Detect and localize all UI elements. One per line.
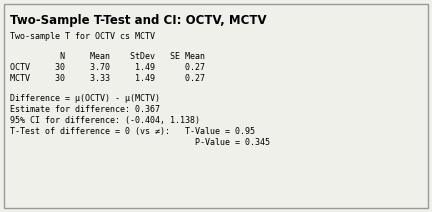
Text: N     Mean    StDev   SE Mean: N Mean StDev SE Mean	[10, 52, 205, 61]
Text: MCTV     30     3.33     1.49      0.27: MCTV 30 3.33 1.49 0.27	[10, 74, 205, 83]
Text: P-Value = 0.345: P-Value = 0.345	[10, 138, 270, 147]
Text: Estimate for difference: 0.367: Estimate for difference: 0.367	[10, 105, 160, 114]
Text: Difference = μ(OCTV) - μ(MCTV): Difference = μ(OCTV) - μ(MCTV)	[10, 94, 160, 103]
Text: Two-Sample T-Test and CI: OCTV, MCTV: Two-Sample T-Test and CI: OCTV, MCTV	[10, 14, 267, 27]
Text: Two-sample T for OCTV cs MCTV: Two-sample T for OCTV cs MCTV	[10, 32, 155, 41]
Text: OCTV     30     3.70     1.49      0.27: OCTV 30 3.70 1.49 0.27	[10, 63, 205, 72]
Text: T-Test of difference = 0 (vs ≠):   T-Value = 0.95: T-Test of difference = 0 (vs ≠): T-Value…	[10, 127, 255, 136]
Text: 95% CI for difference: (-0.404, 1.138): 95% CI for difference: (-0.404, 1.138)	[10, 116, 200, 125]
FancyBboxPatch shape	[4, 4, 428, 208]
